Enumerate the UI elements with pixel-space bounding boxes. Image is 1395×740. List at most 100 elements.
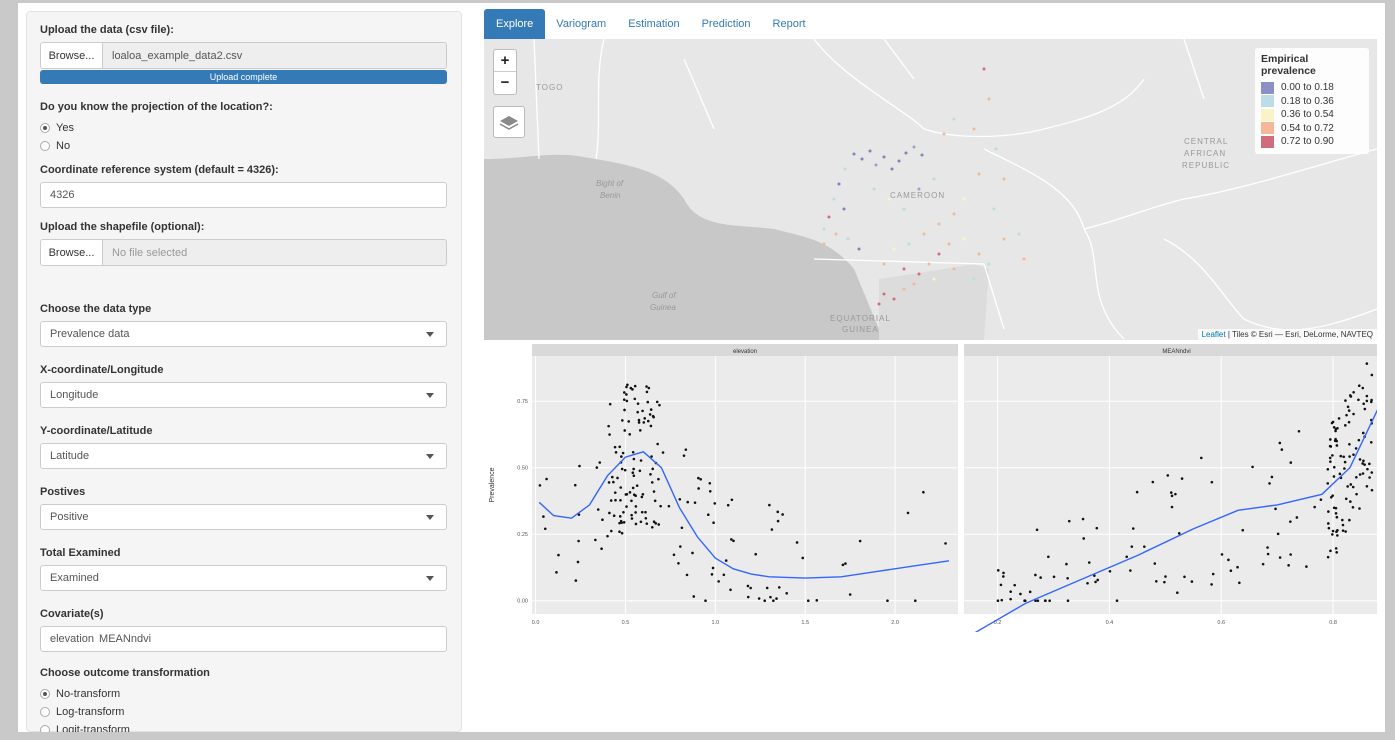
scatter-point (1344, 497, 1348, 501)
map-label-togo: TOGO (536, 83, 564, 92)
tab-report[interactable]: Report (772, 18, 806, 30)
zoom-out-button[interactable]: − (500, 74, 510, 91)
scatter-point (1210, 480, 1214, 484)
scatter-point (616, 476, 619, 480)
scatter-point (1082, 537, 1086, 540)
projection-radio-no[interactable]: No (40, 137, 447, 155)
leaflet-link[interactable]: Leaflet (1201, 330, 1226, 339)
covariates-label: Covariate(s) (40, 608, 104, 620)
y-coord-select[interactable]: Latitude (40, 443, 447, 469)
layers-button[interactable] (493, 106, 525, 138)
scatter-point (732, 539, 735, 543)
tab-variogram[interactable]: Variogram (556, 18, 607, 30)
scatter-point (1346, 485, 1349, 488)
scatter-point (644, 516, 648, 520)
scatter-point (1023, 599, 1027, 603)
scatter-point (637, 418, 641, 422)
scatter-point (1052, 575, 1056, 579)
scatter-point (1266, 546, 1269, 549)
equatorial-guinea-land (879, 264, 989, 340)
scatter-point (1096, 578, 1100, 582)
scatter-point (848, 593, 852, 596)
scatter-point (613, 445, 617, 449)
upload-browse-button[interactable]: Browse... (40, 42, 103, 69)
scatter-point (1035, 528, 1039, 532)
scatter-point (634, 522, 638, 526)
scatter-point (1183, 575, 1186, 579)
scatter-point (1365, 399, 1369, 403)
scatter-point (1335, 551, 1338, 554)
map-label-car-1: CENTRAL (1184, 137, 1229, 146)
scatter-point (1337, 417, 1341, 420)
legend-title: Empirical prevalence (1261, 53, 1316, 77)
scatter-point (633, 384, 637, 388)
scatter-point (1087, 561, 1091, 564)
crs-label: Coordinate reference system (default = 4… (40, 164, 279, 176)
positives-label: Postives (40, 486, 86, 498)
scatter-point (1276, 532, 1280, 536)
tab-estimation[interactable]: Estimation (628, 18, 680, 30)
scatter-point (619, 486, 623, 489)
scatter-point (1048, 599, 1051, 603)
transform-radio-log[interactable]: Log-transform (40, 703, 447, 721)
shapefile-browse-button[interactable]: Browse... (40, 239, 103, 266)
scatter-point (692, 595, 696, 598)
transform-radio-none[interactable]: No-transform (40, 685, 447, 703)
zoom-in-button[interactable]: + (494, 50, 516, 72)
scatter-point (649, 408, 653, 411)
scatter-point (685, 573, 689, 577)
scatter-point (631, 471, 635, 475)
scatter-point (708, 481, 712, 485)
upload-file-input[interactable]: Browse... loaloa_example_data2.csv (40, 42, 447, 69)
positives-select[interactable]: Positive (40, 504, 447, 530)
scatter-point (1047, 555, 1050, 559)
tab-explore[interactable]: Explore (484, 9, 546, 39)
examined-select[interactable]: Examined (40, 565, 447, 591)
projection-option-no: No (56, 140, 71, 152)
scatter-point (639, 520, 643, 524)
scatter-point (652, 415, 655, 419)
projection-radio-yes[interactable]: Yes (40, 119, 447, 137)
scatter-point (1354, 447, 1358, 450)
x-tick-label: 0.5 (622, 620, 630, 626)
scatter-point (626, 383, 629, 387)
scatter-point (1332, 465, 1336, 469)
scatter-point (691, 551, 694, 555)
scatter-point (1352, 412, 1355, 416)
scatter-point (704, 599, 707, 603)
tab-prediction[interactable]: Prediction (701, 18, 751, 30)
covariates-multiselect[interactable]: elevation MEANndvi (40, 626, 447, 652)
leaflet-map[interactable]: TOGO Bight of Benin CAMEROON CENTRAL AFR… (484, 39, 1377, 340)
scatter-point (1220, 553, 1224, 556)
scatter-point (1327, 510, 1330, 513)
scatter-point (1332, 475, 1336, 478)
covariate-chip[interactable]: MEANndvi (99, 633, 152, 645)
scatter-point (1094, 580, 1097, 584)
projection-label: Do you know the projection of the locati… (40, 101, 273, 113)
scatter-point (697, 487, 700, 490)
scatter-point (646, 400, 650, 404)
scatter-point (1009, 590, 1013, 593)
upload-label: Upload the data (csv file): (40, 24, 174, 36)
x-tick-label: 1.5 (801, 620, 809, 626)
covariate-chip[interactable]: elevation (50, 633, 95, 645)
scatter-point (606, 534, 609, 538)
scatter-point (557, 553, 560, 557)
scatter-point (628, 433, 632, 436)
scatter-point (776, 519, 780, 523)
shapefile-file-input[interactable]: Browse... No file selected (40, 239, 447, 266)
scatter-point (1332, 506, 1336, 510)
scatter-point (1013, 583, 1016, 587)
scatter-point (801, 556, 805, 560)
scatter-point (1365, 362, 1369, 365)
scatter-point (1066, 576, 1069, 580)
transform-label: Choose outcome transformation (40, 667, 210, 679)
transform-radio-logit[interactable]: Logit-transform (40, 721, 447, 732)
scatter-point (706, 513, 710, 516)
crs-input[interactable]: 4326 (40, 182, 447, 208)
scatter-point (1236, 565, 1239, 569)
x-coord-select[interactable]: Longitude (40, 382, 447, 408)
scatter-point (1331, 494, 1334, 497)
scatter-point (1190, 580, 1194, 583)
data-type-select[interactable]: Prevalence data (40, 321, 447, 347)
